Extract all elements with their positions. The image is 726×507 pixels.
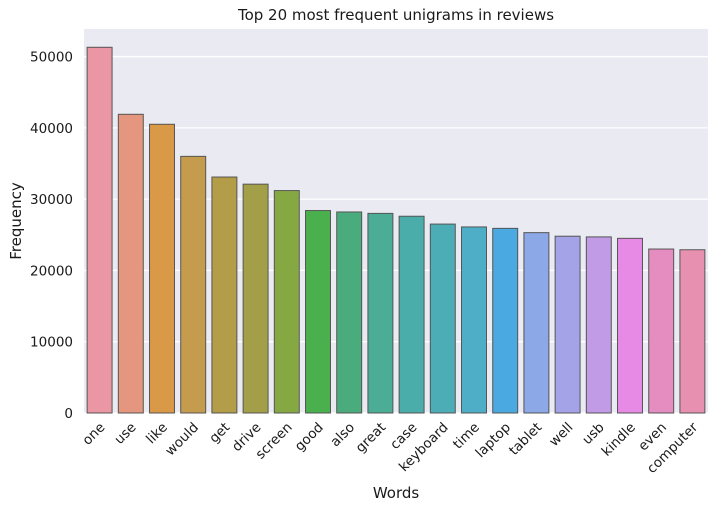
bar-like	[149, 123, 175, 414]
y-tick-label: 20000	[30, 263, 73, 279]
bar-well	[554, 235, 581, 414]
y-tick-label: 0	[64, 406, 73, 422]
x-tick-label: tablet	[506, 420, 545, 459]
x-tick-label: well	[546, 420, 576, 450]
y-tick-label: 30000	[30, 192, 73, 208]
plot-area	[84, 29, 708, 413]
bar-keyboard	[429, 223, 456, 414]
bar-tablet	[523, 232, 550, 414]
bar-use	[117, 113, 144, 414]
bar-would	[180, 155, 207, 414]
bar-usb	[585, 236, 612, 414]
bar-case	[398, 215, 425, 414]
y-axis-ticks: 0 10000 20000 30000 40000 50000	[30, 50, 73, 422]
x-tick-label: great	[353, 420, 390, 457]
x-tick-label: use	[111, 420, 139, 448]
y-axis-label: Frequency	[7, 182, 25, 260]
bar-screen	[273, 190, 300, 414]
y-tick-label: 50000	[30, 50, 73, 66]
bar-even	[648, 248, 675, 414]
bar-good	[305, 210, 331, 414]
x-tick-label: kindle	[599, 420, 639, 460]
x-tick-label: one	[79, 420, 108, 449]
chart-title: Top 20 most frequent unigrams in reviews	[237, 6, 554, 24]
x-tick-label: laptop	[473, 420, 515, 462]
bars	[86, 46, 706, 414]
x-axis-label: Words	[373, 484, 420, 502]
y-tick-label: 10000	[30, 335, 73, 351]
x-tick-label: would	[162, 420, 202, 460]
bar-drive	[242, 183, 269, 414]
bar-time	[461, 226, 487, 414]
bar-kindle	[617, 237, 643, 414]
bar-get	[211, 176, 238, 414]
bar-one	[86, 46, 113, 414]
bar-computer	[679, 249, 706, 414]
bar-also	[336, 211, 363, 414]
y-tick-label: 40000	[30, 121, 73, 137]
bar-laptop	[492, 227, 519, 414]
x-tick-label: good	[292, 420, 327, 455]
bar-great	[367, 212, 394, 414]
